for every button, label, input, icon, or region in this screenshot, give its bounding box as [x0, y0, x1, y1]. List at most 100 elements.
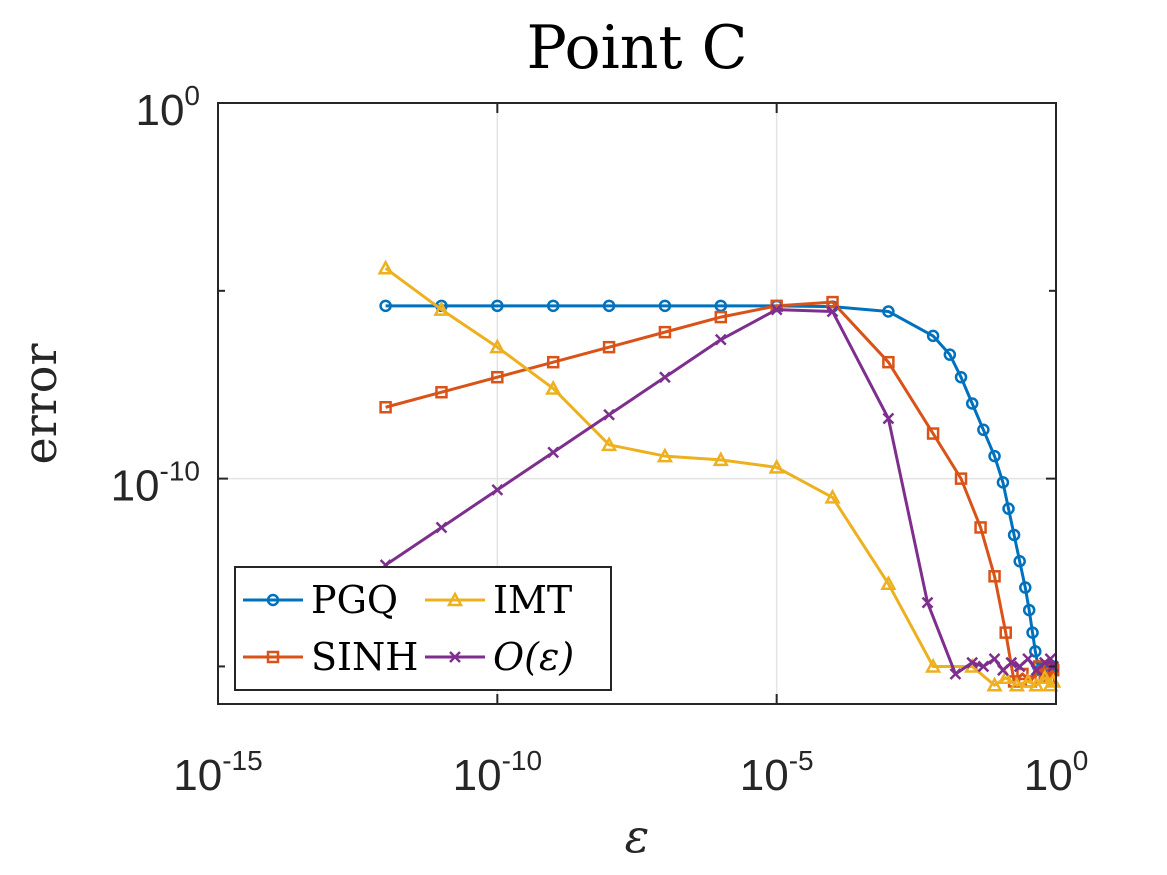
legend-items: PGQ IMT SINH O(ε) [243, 578, 574, 679]
data-point [1008, 676, 1025, 692]
axis-ticks [217, 102, 1057, 704]
data-point [712, 451, 729, 467]
x-tick-label: 10-15 [173, 745, 262, 800]
legend-entry: PGQ [243, 578, 398, 622]
data-point [974, 521, 987, 534]
data-point [997, 669, 1014, 684]
data-point [1005, 656, 1018, 669]
data-point [491, 484, 504, 496]
data-point [999, 626, 1012, 639]
data-point [489, 338, 506, 354]
data-point [826, 295, 839, 309]
data-point [1028, 676, 1045, 692]
x-tick-labels: 10-15 10-10 10-5 100 [173, 745, 1088, 800]
x-tick-label: 10-10 [453, 745, 542, 800]
data-point [377, 259, 394, 275]
data-point [1036, 669, 1053, 684]
data-point [965, 397, 979, 410]
axes-box [217, 102, 1057, 705]
legend-entry: SINH [243, 635, 418, 679]
data-point [826, 305, 839, 318]
series-imt [377, 259, 1062, 692]
legend-label: IMT [493, 578, 572, 622]
data-point [988, 653, 1001, 665]
data-point [996, 476, 1010, 489]
data-point [977, 660, 990, 673]
data-point [1022, 653, 1034, 665]
data-point [659, 371, 671, 384]
x-axis-label: ε [625, 809, 650, 863]
data-point [379, 299, 392, 313]
data-point [1007, 528, 1021, 542]
legend-entry: O(ε) [425, 635, 574, 679]
data-point [880, 575, 897, 591]
data-point [926, 427, 940, 440]
data-point [882, 355, 895, 369]
data-point [379, 401, 392, 414]
data-point [546, 299, 560, 313]
data-point [926, 329, 940, 343]
data-point [882, 412, 895, 425]
data-point [1044, 653, 1057, 665]
data-point [1026, 626, 1039, 639]
data-point [768, 458, 785, 474]
legend-label: SINH [311, 635, 418, 679]
legend-swatch-marker [449, 651, 461, 663]
data-point [658, 299, 672, 313]
series-o-eps [379, 303, 1060, 680]
data-point [714, 299, 728, 313]
data-point [824, 488, 841, 504]
legend-box [234, 566, 612, 691]
data-point [656, 447, 674, 463]
data-point [966, 656, 979, 669]
data-point [435, 521, 448, 534]
data-point [602, 299, 616, 313]
data-point [986, 676, 1003, 692]
data-point [547, 446, 560, 459]
legend-swatch-marker [446, 591, 464, 607]
data-point [988, 449, 1001, 463]
legend-label: O(ε) [493, 635, 574, 679]
y-axis-label: error [13, 344, 67, 465]
data-point [546, 355, 560, 369]
data-point [714, 333, 727, 346]
data-point [770, 303, 783, 316]
data-point [603, 408, 615, 421]
data-point [882, 305, 895, 318]
data-point [435, 385, 448, 399]
data-point [433, 300, 450, 316]
data-point [988, 570, 1001, 583]
legend-swatch-marker [266, 650, 280, 664]
data-point [924, 657, 942, 673]
x-tick-label: 10-5 [740, 745, 814, 800]
legend-label: PGQ [311, 578, 398, 622]
data-point [600, 436, 618, 452]
series-line [385, 300, 1055, 683]
series-line [384, 267, 1055, 687]
x-tick-label: 100 [1024, 745, 1089, 800]
data-point [1019, 581, 1032, 594]
legend-swatch-marker [266, 593, 280, 607]
data-point [954, 472, 968, 485]
data-point [1013, 555, 1026, 568]
data-point [1038, 656, 1051, 669]
data-point [1002, 502, 1015, 515]
data-point [1019, 672, 1037, 688]
data-point [545, 379, 562, 395]
data-point [949, 668, 962, 680]
y-tick-label: 100 [135, 80, 200, 135]
data-point [1029, 645, 1042, 658]
data-point [1022, 603, 1036, 617]
data-point [491, 299, 504, 313]
data-point [602, 340, 616, 354]
data-point [921, 596, 934, 609]
data-point [943, 348, 957, 361]
legend: PGQ IMT SINH O(ε) [234, 566, 612, 691]
legend-entry: IMT [425, 578, 572, 622]
data-point [977, 423, 990, 437]
data-point [714, 310, 728, 324]
data-point [491, 370, 504, 384]
y-tick-label: 10-10 [111, 456, 200, 511]
chart-title: Point C [527, 13, 748, 83]
